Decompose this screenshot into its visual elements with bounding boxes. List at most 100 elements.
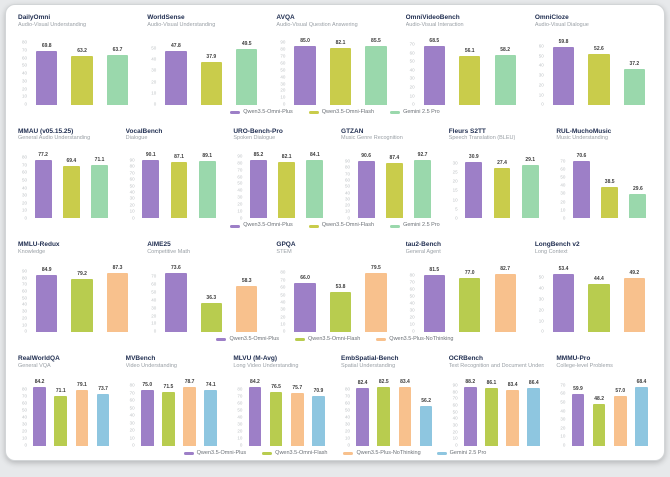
bar-value: 85.5	[371, 37, 381, 44]
bar-qwen3-5-omni-plus: 66.0	[294, 276, 316, 332]
chart-mlvu-m-avg: MLVU (M-Avg) Long Video Understanding 80 70…	[233, 355, 329, 447]
legend-label: Gemini 2.5 Pro	[449, 449, 487, 456]
bar-qwen3-5-omni-flash: 87.1	[170, 155, 188, 219]
axis-tick: 80	[345, 385, 351, 391]
axis-tick: 10	[538, 317, 544, 323]
axis-tick: 30	[345, 421, 351, 427]
bar-slot: 71.5	[158, 374, 179, 446]
axis-tick: 50	[280, 67, 286, 73]
axis-tick: 80	[21, 386, 27, 392]
axis-tick: 10	[452, 196, 458, 202]
chart-subtitle: Knowledge	[18, 249, 46, 256]
bar-slot: 87.4	[380, 146, 408, 219]
axis-tick: 10	[538, 91, 544, 97]
bar-qwen3-5-omni-flash: 36.3	[200, 296, 222, 332]
axis-tick: 70	[21, 162, 27, 168]
axis-tick: 60	[151, 281, 157, 287]
chart-mvbench: MVBench Video Understanding 80 70 60 50 40 30 20…	[125, 355, 222, 448]
bar-slot: 29.1	[516, 146, 544, 219]
bar-value: 84.9	[41, 266, 52, 273]
chart-title: WorldSense	[147, 14, 185, 21]
chart-subtitle: Video Understanding	[125, 362, 177, 369]
axis-tick: 20	[560, 425, 566, 431]
axis-tick: 60	[560, 166, 566, 172]
benchmark-row-4: RealWorldQA General VQA 80 70 60 50 40 30 20 10 0 8…	[18, 355, 652, 457]
bar-value: 74.1	[205, 382, 216, 389]
axis-tick: 50	[129, 404, 135, 410]
legend-swatch	[230, 224, 241, 228]
axis-tick: 10	[560, 206, 566, 212]
chart-title: RealWorldQA	[18, 354, 60, 362]
bar-value: 69.4	[66, 157, 77, 164]
axis-tick: 10	[452, 435, 458, 441]
axis-tick: 50	[151, 45, 157, 51]
legend-label: Gemini 2.5 Pro	[403, 222, 440, 229]
axis-tick: 40	[151, 56, 157, 62]
bar-value: 70.6	[576, 152, 587, 159]
bar-gemini-2-5-pro: 56.2	[419, 398, 433, 446]
axis-tick: 90	[237, 153, 243, 159]
axis-tick: 60	[129, 397, 135, 403]
axis-tick: 70	[237, 166, 243, 172]
axis-tick: 20	[129, 202, 135, 208]
bar-slot: 27.4	[488, 146, 516, 219]
y-axis: 80 70 60 50 40 30 20 10 0	[18, 33, 29, 107]
legend-label: Qwen3.5-Omni-Flash	[275, 449, 328, 456]
bar-value: 71.5	[163, 384, 174, 391]
bar-qwen3-5-omni-plus: 47.8	[165, 43, 187, 105]
bar-value: 56.2	[421, 397, 431, 404]
bar-qwen3-5-plus-nothinking: 57.0	[613, 389, 627, 446]
bar-qwen3-5-plus-nothinking: 58.3	[236, 278, 258, 332]
bar-qwen3-5-plus-nothinking: 87.3	[106, 266, 129, 332]
bar-qwen3-5-omni-plus: 70.6	[573, 153, 590, 219]
chart-subtitle: Long Video Understanding	[233, 362, 299, 369]
axis-tick: 0	[132, 442, 135, 448]
y-axis: 70 60 50 40 30 20 10 0	[556, 146, 567, 219]
bar-qwen3-5-plus-nothinking: 82.7	[494, 266, 516, 332]
legend-row-3: Qwen3.5-Omni-Plus Qwen3.5-Omni-Flash Qwen3…	[18, 336, 652, 343]
axis-tick: 0	[24, 101, 27, 107]
bars-area: 73.6 36.3 58.3	[158, 260, 264, 332]
chart-omnivideobench: OmniVideoBench Audio-Visual Interaction 70…	[405, 14, 523, 106]
bar-slot: 36.3	[194, 260, 229, 332]
legend-swatch	[183, 451, 194, 455]
bar-qwen3-5-omni-plus: 30.9	[465, 155, 483, 219]
axis-tick: 50	[21, 177, 27, 183]
bar-qwen3-5-omni-plus: 85.0	[294, 39, 316, 105]
axis-tick: 50	[560, 399, 566, 405]
axis-tick: 70	[560, 158, 566, 163]
axis-tick: 70	[409, 279, 415, 285]
chart-longbench-v2: LongBench v2 Long Context 50 40 30 20 10 0 53.4 4…	[535, 241, 652, 333]
axis-tick: 50	[129, 182, 135, 188]
axis-tick: 40	[237, 187, 243, 193]
bar-qwen3-5-omni-plus: 82.4	[356, 380, 369, 446]
bar-slot: 75.0	[137, 374, 158, 446]
axis-tick: 0	[541, 101, 544, 107]
bar-slot: 75.7	[287, 374, 308, 446]
chart-title: OmniVideoBench	[405, 14, 460, 21]
bar-value: 53.8	[335, 284, 346, 291]
axis-tick: 10	[560, 433, 566, 439]
chart-title: VocalBench	[125, 127, 163, 135]
bar-value: 82.7	[500, 265, 510, 272]
benchmark-row-2: MMAU (v05.15.25) General Audio Understand…	[18, 128, 652, 230]
bar-slot: 58.3	[229, 260, 264, 332]
axis-tick: 25	[452, 169, 458, 175]
bar-value: 83.4	[400, 378, 410, 385]
bar-qwen3-5-omni-flash: 52.6	[588, 46, 610, 105]
axis-tick: 50	[538, 274, 544, 280]
y-axis: 80 70 60 50 40 30 20 10 0	[341, 374, 352, 446]
axis-tick: 60	[452, 402, 458, 408]
chart-plot: 80 70 60 50 40 30 20 10 0 84.2 71.1 79.1 73.7	[18, 374, 114, 447]
bar-slot: 74.1	[200, 374, 221, 446]
bar-value: 86.1	[486, 380, 497, 387]
bar-gemini-2-5-pro: 49.5	[236, 41, 258, 105]
axis-tick: 20	[538, 82, 544, 88]
y-axis: 90 80 70 60 50 40 30 20 10 0	[276, 33, 287, 106]
axis-tick: 10	[237, 208, 243, 214]
axis-tick: 30	[409, 307, 415, 313]
bar-value: 49.2	[629, 270, 640, 277]
bar-qwen3-5-omni-plus: 84.2	[248, 379, 262, 446]
bar-value: 86.4	[528, 379, 539, 386]
legend-swatch	[390, 110, 401, 114]
